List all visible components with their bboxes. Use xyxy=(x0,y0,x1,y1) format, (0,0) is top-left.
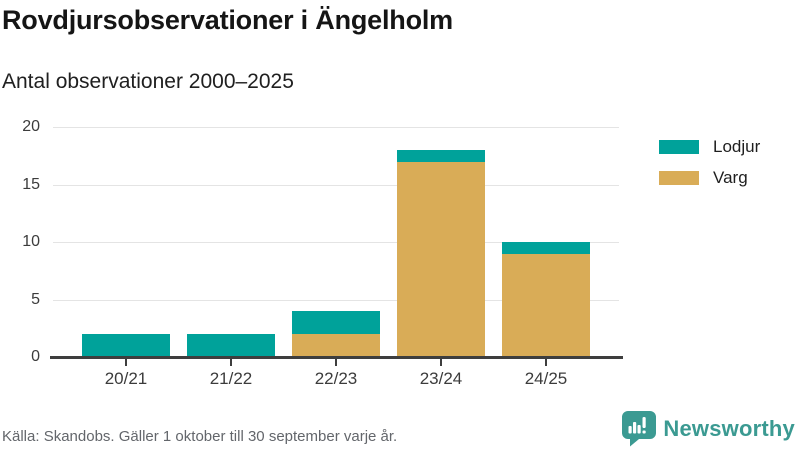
x-tick-label-24/25: 24/25 xyxy=(524,369,568,388)
legend-swatch-varg xyxy=(659,171,699,185)
x-tick-label-22/23: 22/23 xyxy=(314,369,358,388)
bar-group-24/25 xyxy=(494,127,599,366)
legend-item-lodjur: Lodjur xyxy=(659,137,760,157)
bar-group-23/24 xyxy=(389,127,494,366)
source-note: Källa: Skandobs. Gäller 1 oktober till 3… xyxy=(2,428,398,445)
legend-label-varg: Varg xyxy=(713,168,748,187)
brand-logo: Newsworthy xyxy=(622,411,795,447)
chart-subtitle: Antal observationer 2000–2025 xyxy=(2,70,294,93)
bar-segment-varg-24/25 xyxy=(502,253,590,357)
legend-item-varg: Varg xyxy=(659,168,760,188)
x-tick-label-20/21: 20/21 xyxy=(104,369,148,388)
x-tick-label-23/24: 23/24 xyxy=(419,369,463,388)
legend-label-lodjur: Lodjur xyxy=(713,137,761,156)
legend: Lodjur Varg xyxy=(659,137,760,188)
bar-segment-lodjur-24/25 xyxy=(502,242,590,254)
bar-segment-varg-22/23 xyxy=(292,334,380,357)
gridline-15 xyxy=(53,184,619,186)
x-axis-line xyxy=(50,356,623,359)
x-tick-21/22 xyxy=(230,357,232,366)
y-tick-label-5: 5 xyxy=(31,290,40,308)
gridline-20 xyxy=(53,127,619,128)
bar-stack-20/21 xyxy=(82,334,170,357)
x-tick-label-21/22: 21/22 xyxy=(209,369,253,388)
chart-title: Rovdjursobservationer i Ängelholm xyxy=(2,5,453,35)
gridline-5 xyxy=(53,299,619,301)
y-tick-label-0: 0 xyxy=(31,348,40,365)
x-tick-24/25 xyxy=(545,357,547,366)
y-tick-label-10: 10 xyxy=(22,233,40,250)
bar-group-22/23 xyxy=(284,127,389,366)
bar-segment-lodjur-22/23 xyxy=(292,311,380,334)
bar-stack-23/24 xyxy=(397,150,485,357)
y-tick-label-20: 20 xyxy=(22,118,40,135)
newsworthy-icon xyxy=(622,411,657,447)
x-tick-23/24 xyxy=(440,357,442,366)
x-tick-22/23 xyxy=(335,357,337,366)
gridline-10 xyxy=(53,242,619,243)
bar-segment-lodjur-20/21 xyxy=(82,334,170,357)
bar-stack-24/25 xyxy=(502,242,590,357)
brand-wordmark: Newsworthy xyxy=(663,416,795,441)
bar-segment-lodjur-21/22 xyxy=(187,334,275,357)
bar-group-20/21 xyxy=(74,127,179,366)
plot-area xyxy=(53,127,619,366)
bars-row xyxy=(53,127,619,366)
legend-swatch-lodjur xyxy=(659,140,699,154)
bar-segment-lodjur-23/24 xyxy=(397,150,485,162)
bar-stack-21/22 xyxy=(187,334,275,357)
bar-segment-varg-23/24 xyxy=(397,161,485,357)
y-axis-labels: 0 5 10 15 20 xyxy=(0,0,40,450)
x-tick-20/21 xyxy=(125,357,127,366)
bar-group-21/22 xyxy=(179,127,284,366)
bar-stack-22/23 xyxy=(292,311,380,357)
y-tick-label-15: 15 xyxy=(22,175,40,193)
x-axis-labels: 20/21 21/22 22/23 23/24 24/25 xyxy=(53,369,619,389)
